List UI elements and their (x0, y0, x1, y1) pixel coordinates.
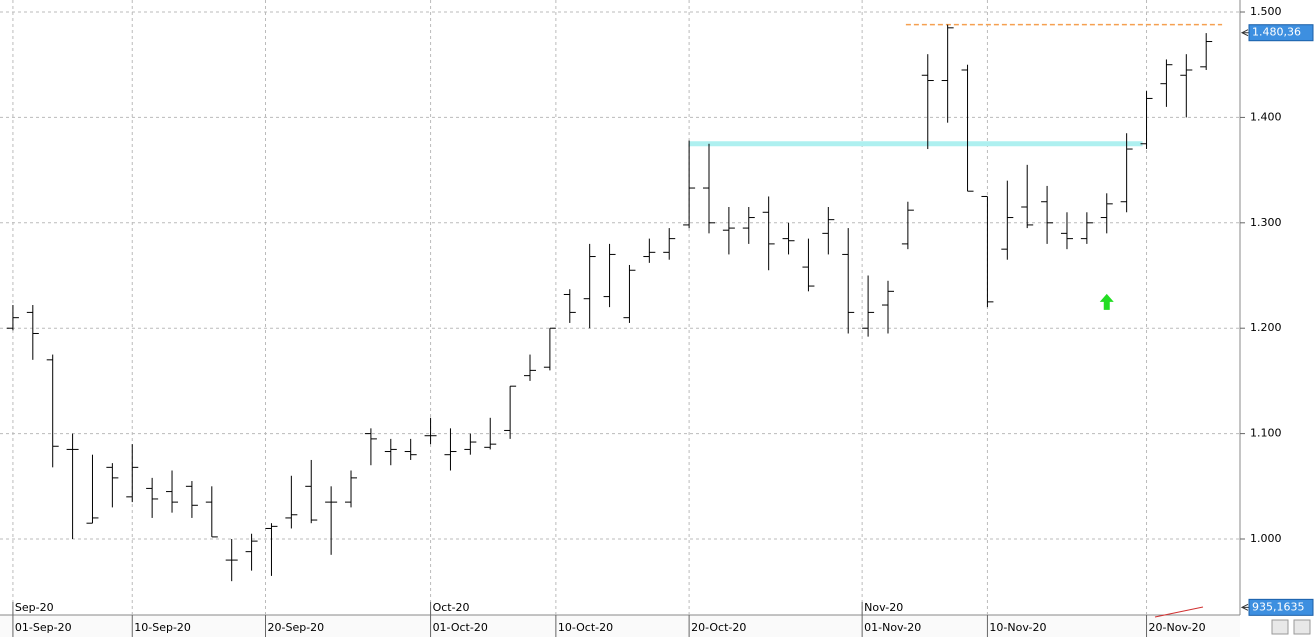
x-tick-label: 01-Sep-20 (15, 621, 72, 634)
y-tick-label: 1.400 (1250, 110, 1282, 123)
x-tick-label: 20-Sep-20 (268, 621, 325, 634)
x-tick-label: 01-Oct-20 (433, 621, 488, 634)
x-tick-label: 01-Nov-20 (864, 621, 921, 634)
signal-arrow (1099, 293, 1114, 310)
tag-pointer (1240, 603, 1249, 611)
y-tick-label: 1.500 (1250, 5, 1282, 18)
month-label: Sep-20 (15, 601, 54, 614)
price-tag (1248, 598, 1314, 616)
y-tick-label: 1.000 (1250, 532, 1282, 545)
price-tag (1248, 24, 1314, 42)
y-tick-label: 1.100 (1250, 427, 1282, 440)
y-tick-label: 1.200 (1250, 321, 1282, 334)
tag-pointer (1240, 29, 1249, 37)
x-tick-label: 10-Sep-20 (134, 621, 191, 634)
x-tick-label: 20-Nov-20 (1149, 621, 1206, 634)
tool-icon[interactable] (1271, 619, 1289, 635)
price-tag-label: 1.480,36 (1252, 26, 1301, 39)
x-tick-label: 10-Nov-20 (989, 621, 1046, 634)
x-axis-strip (0, 615, 1240, 637)
y-tick-label: 1.300 (1250, 216, 1282, 229)
month-label: Nov-20 (864, 601, 903, 614)
month-label: Oct-20 (433, 601, 470, 614)
indicator-line (1154, 606, 1204, 618)
x-tick-label: 10-Oct-20 (558, 621, 613, 634)
save-icon[interactable] (1293, 619, 1311, 635)
x-tick-label: 20-Oct-20 (691, 621, 746, 634)
price-tag-label: 935,1635 (1252, 600, 1305, 613)
